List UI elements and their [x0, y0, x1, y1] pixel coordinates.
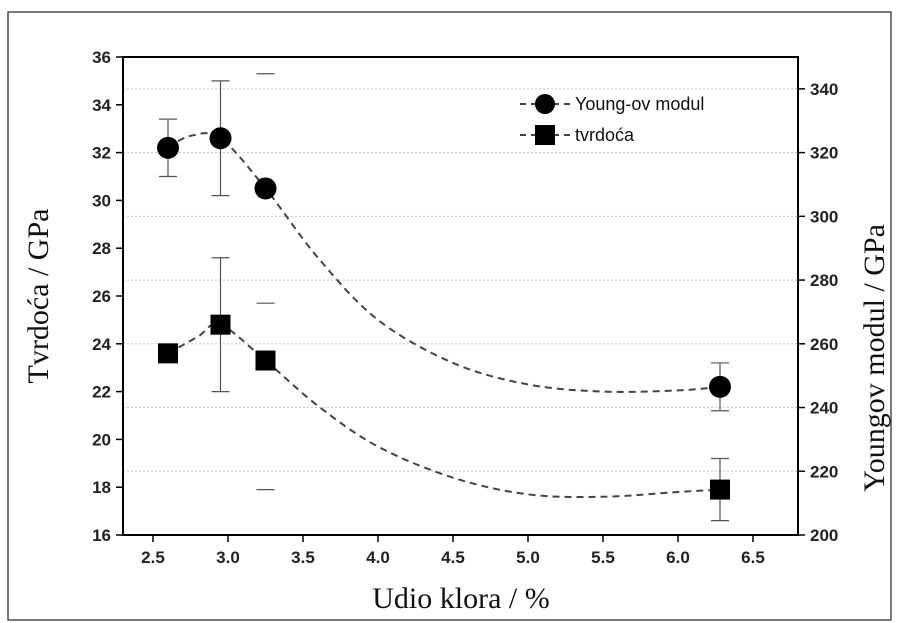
- left-y-tick-label: 36: [92, 48, 111, 67]
- right-y-tick-label: 320: [810, 144, 838, 163]
- data-point-circle: [254, 177, 277, 200]
- right-y-axis-title: Youngov modul / GPa: [858, 224, 891, 492]
- left-y-tick-label: 18: [92, 478, 111, 497]
- x-tick-label: 6.0: [666, 548, 690, 567]
- right-y-tick-label: 300: [810, 207, 838, 226]
- data-point-square: [710, 479, 730, 500]
- data-point-circle: [209, 127, 232, 150]
- figure-border: [7, 11, 892, 621]
- fit-curve-young: [167, 132, 721, 393]
- data-markers: [157, 127, 731, 500]
- right-y-tick-label: 280: [810, 271, 838, 290]
- legend-label-hardness: tvrdoća: [575, 125, 635, 145]
- fit-curves: [167, 132, 721, 499]
- error-bars: [159, 73, 729, 522]
- x-tick-label: 3.5: [291, 548, 315, 567]
- left-y-tick-label: 26: [92, 287, 111, 306]
- right-y-tick-label: 260: [810, 335, 838, 354]
- data-point-circle: [709, 375, 731, 398]
- left-y-tick-label: 24: [92, 335, 111, 354]
- left-y-axis-ticks: 16 18 20 22 24 26 28 30 32 34 36: [92, 48, 123, 545]
- x-axis-ticks: 2.5 3.0 3.5 4.0 4.5 5.0 5.5 6.0 6.5: [141, 535, 765, 567]
- right-y-tick-label: 340: [810, 80, 838, 99]
- right-y-axis-ticks: 200 220 240 260 280 300 320 340: [798, 80, 838, 545]
- legend: Young-ov modul tvrdoća: [520, 94, 704, 145]
- x-tick-label: 3.0: [216, 548, 240, 567]
- left-y-tick-label: 20: [92, 430, 111, 449]
- left-y-tick-label: 32: [92, 144, 111, 163]
- fit-curve-hardness: [167, 322, 721, 499]
- left-y-tick-label: 34: [92, 96, 111, 115]
- x-tick-label: 4.0: [366, 548, 390, 567]
- right-y-tick-label: 220: [810, 462, 838, 481]
- right-y-tick-label: 200: [810, 526, 838, 545]
- legend-label-young: Young-ov modul: [575, 94, 704, 114]
- x-tick-label: 6.5: [741, 548, 765, 567]
- data-point-circle: [157, 136, 179, 159]
- data-point-square: [255, 350, 276, 371]
- left-y-axis-title: Tvrdoća / GPa: [22, 209, 55, 384]
- left-y-tick-label: 28: [92, 239, 111, 258]
- x-tick-label: 5.0: [516, 548, 540, 567]
- x-axis-title: Udio klora / %: [372, 582, 549, 615]
- grid: [123, 88, 798, 536]
- left-y-tick-label: 22: [92, 383, 111, 402]
- data-point-square: [210, 314, 231, 335]
- right-y-tick-label: 240: [810, 399, 838, 418]
- legend-marker-square: [535, 125, 555, 145]
- x-tick-label: 2.5: [141, 548, 165, 567]
- x-tick-label: 5.5: [591, 548, 615, 567]
- data-point-square: [158, 343, 178, 364]
- left-y-tick-label: 30: [92, 191, 111, 210]
- left-y-tick-label: 16: [92, 526, 111, 545]
- x-tick-label: 4.5: [441, 548, 465, 567]
- legend-marker-circle: [535, 94, 555, 114]
